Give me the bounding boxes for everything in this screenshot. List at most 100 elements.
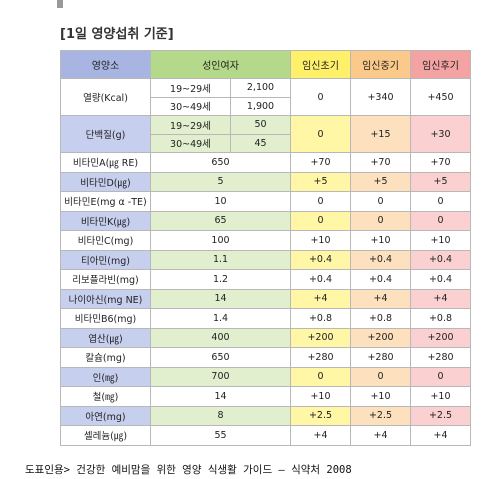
cell-nutrient: 비타민D(㎍) [60, 171, 151, 192]
title: [1일 영양섭취 기준] [60, 27, 174, 42]
table-row: 비타민A(㎍ RE) 650 +70 +70 +70 [60, 152, 471, 173]
table-row: 비타민B6(mg) 1.4 +0.8 +0.8 +0.8 [60, 308, 471, 329]
cell-early: +4 [290, 425, 351, 446]
cell-age: 19~29세 [150, 78, 231, 98]
cell-nutrient: 나이아신(mg NE) [60, 288, 151, 309]
cell-adult: 5 [150, 171, 291, 192]
table-row: 셀레늄(㎍) 55 +4 +4 +4 [60, 425, 471, 446]
cell-early: +2.5 [290, 405, 351, 426]
cell-late: +70 [410, 152, 471, 173]
cell-adult: 650 [150, 347, 291, 368]
cell-adult: 400 [150, 327, 291, 348]
cell-nutrient: 티아민(mg) [60, 249, 151, 270]
cell-adult: 100 [150, 230, 291, 251]
cell-mid: +200 [350, 327, 411, 348]
cell-mid: +280 [350, 347, 411, 368]
cell-late: +280 [410, 347, 471, 368]
column-header: 임신후기 [410, 50, 471, 79]
cell-mid: 0 [350, 366, 411, 387]
cell-mid: +0.4 [350, 269, 411, 290]
cell-nutrient: 칼슘(mg) [60, 347, 151, 368]
cell-nutrient: 비타민E(mg α -TE) [60, 191, 151, 212]
cell-early: +10 [290, 386, 351, 407]
cell-late: +2.5 [410, 405, 471, 426]
column-header: 영양소 [60, 50, 151, 79]
table-row: 칼슘(mg) 650 +280 +280 +280 [60, 347, 471, 368]
table-row: 티아민(mg) 1.1 +0.4 +0.4 +0.4 [60, 249, 471, 270]
table-row: 단백질(g) 19~29세 50 0 +15 +30 [60, 115, 471, 153]
cell-late: +10 [410, 386, 471, 407]
cell-late: +0.8 [410, 308, 471, 329]
cell-early: +0.4 [290, 249, 351, 270]
cell-mid: +10 [350, 230, 411, 251]
cell-adult: 55 [150, 425, 291, 446]
cell-nutrient: 비타민B6(mg) [60, 308, 151, 329]
column-header: 임신초기 [290, 50, 351, 79]
cell-late: +5 [410, 171, 471, 192]
cell-late: 0 [410, 210, 471, 231]
cell-nutrient: 철(㎎) [60, 386, 151, 407]
cell-mid: 0 [350, 191, 411, 212]
column-header: 임신중기 [350, 50, 411, 79]
table-row: 비타민D(㎍) 5 +5 +5 +5 [60, 171, 471, 192]
cell-mid: +2.5 [350, 405, 411, 426]
cell-early: +10 [290, 230, 351, 251]
cell-late: +450 [410, 78, 471, 116]
cell-nutrient: 아연(mg) [60, 405, 151, 426]
cell-late: 0 [410, 191, 471, 212]
cell-early: +5 [290, 171, 351, 192]
cell-adult: 14 [150, 288, 291, 309]
column-header: 성인여자 [150, 50, 291, 79]
cell-late: +0.4 [410, 269, 471, 290]
cell-adult: 65 [150, 210, 291, 231]
cell-late: +30 [410, 115, 471, 153]
cell-adult: 50 [230, 115, 291, 135]
table-row: 비타민C(mg) 100 +10 +10 +10 [60, 230, 471, 251]
cell-mid: +0.4 [350, 249, 411, 270]
cell-nutrient: 비타민A(㎍ RE) [60, 152, 151, 173]
cell-early: +4 [290, 288, 351, 309]
cell-adult: 1.4 [150, 308, 291, 329]
cell-nutrient: 열량(Kcal) [60, 78, 151, 116]
cell-adult: 14 [150, 386, 291, 407]
cell-early: +0.8 [290, 308, 351, 329]
cell-early: 0 [290, 210, 351, 231]
cell-age: 19~29세 [150, 115, 231, 135]
cell-early: +280 [290, 347, 351, 368]
cell-nutrient: 단백질(g) [60, 115, 151, 153]
cell-early: +70 [290, 152, 351, 173]
cell-nutrient: 비타민C(mg) [60, 230, 151, 251]
cell-mid: 0 [350, 210, 411, 231]
cell-adult: 1,900 [230, 96, 291, 116]
cell-adult: 8 [150, 405, 291, 426]
table-row: 비타민E(mg α -TE) 10 0 0 0 [60, 191, 471, 212]
cell-late: +200 [410, 327, 471, 348]
cell-late: +0.4 [410, 249, 471, 270]
cell-mid: +340 [350, 78, 411, 116]
cell-nutrient: 엽산(㎍) [60, 327, 151, 348]
cell-early: +0.4 [290, 269, 351, 290]
cell-mid: +4 [350, 425, 411, 446]
table-row: 엽산(㎍) 400 +200 +200 +200 [60, 327, 471, 348]
cell-age: 30~49세 [150, 133, 231, 153]
table-row: 아연(mg) 8 +2.5 +2.5 +2.5 [60, 405, 471, 426]
cell-late: 0 [410, 366, 471, 387]
cell-age: 30~49세 [150, 96, 231, 116]
cell-early: 0 [290, 78, 351, 116]
cell-late: +10 [410, 230, 471, 251]
cell-early: 0 [290, 191, 351, 212]
cell-late: +4 [410, 425, 471, 446]
table-row: 열량(Kcal) 19~29세 2,100 0 +340 +450 [60, 78, 471, 116]
decor-bar [57, 0, 63, 8]
cell-nutrient: 리보플라빈(mg) [60, 269, 151, 290]
cell-mid: +15 [350, 115, 411, 153]
cell-mid: +10 [350, 386, 411, 407]
cell-late: +4 [410, 288, 471, 309]
table-row: 리보플라빈(mg) 1.2 +0.4 +0.4 +0.4 [60, 269, 471, 290]
cell-adult: 2,100 [230, 78, 291, 98]
cell-mid: +4 [350, 288, 411, 309]
cell-adult: 1.1 [150, 249, 291, 270]
cell-adult: 45 [230, 133, 291, 153]
table-row: 철(㎎) 14 +10 +10 +10 [60, 386, 471, 407]
